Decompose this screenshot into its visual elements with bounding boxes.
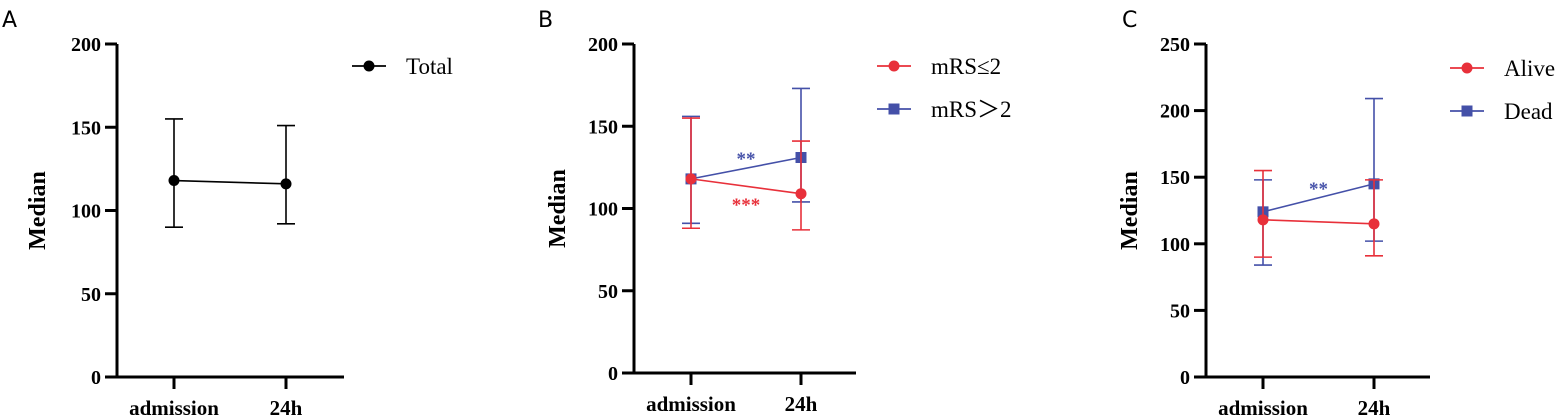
y-tick-label: 200 [588,34,618,56]
y-tick-label: 50 [81,284,101,306]
y-tick-label: 200 [1160,101,1190,123]
legend-marker [888,103,900,115]
legend-entry: mRS≤2 [877,54,1001,79]
series-line [1262,183,1375,213]
y-axis-label: Median [545,169,571,248]
legend-marker [1461,62,1473,74]
y-tick-label: 0 [91,367,101,389]
series-mRS≤2 [682,117,810,231]
data-point [168,175,180,187]
x-tick-label: admission [1218,396,1308,418]
panel-c: C 0 50 100 150 200 250 admission 24h Median ** Aliv… [1117,8,1555,418]
data-point [1368,218,1380,230]
panel-letter: C [1122,8,1137,33]
x-tick-label: 24h [785,392,818,416]
x-tick-label: admission [129,396,219,418]
series-line [690,156,802,180]
y-tick-label: 150 [588,116,618,138]
legend-marker [888,60,900,72]
series-Total [165,118,295,228]
series-line [1262,219,1375,225]
y-tick-label: 50 [1170,300,1190,322]
legend-entry: Total [352,54,453,79]
legend-label: Dead [1504,99,1553,124]
significance-annotation: ** [737,149,756,170]
y-tick-label: 100 [71,201,101,223]
legend-entry: Dead [1450,99,1553,124]
y-tick-label: 0 [1180,367,1190,389]
legend-label: Total [406,54,453,79]
y-axis-label: Median [1117,171,1143,250]
x-tick-label: 24h [270,396,303,418]
data-point [795,188,807,200]
series-line [690,178,802,195]
y-tick-label: 150 [1160,167,1190,189]
panel-a: A 0 50 100 150 200 admission 24h Median Total [2,8,453,418]
legend-entry: Alive [1450,56,1555,81]
significance-annotation: ** [1309,179,1328,200]
panel-letter: A [2,8,17,33]
significance-annotation: *** [732,195,761,216]
y-tick-label: 50 [598,281,618,303]
legend-marker [1461,105,1473,117]
y-tick-label: 100 [1160,234,1190,256]
y-tick-label: 200 [71,34,101,56]
x-tick-label: admission [646,392,736,416]
panel-letter: B [538,8,553,33]
legend-entry: mRS＞2 [877,97,1012,122]
data-point [1257,214,1269,226]
series-Alive [1254,169,1383,258]
y-tick-label: 100 [588,199,618,221]
data-point [280,178,292,190]
legend-marker [363,60,375,72]
y-tick-label: 250 [1160,34,1190,56]
x-tick-label: 24h [1358,396,1391,418]
legend-label: mRS＞2 [931,97,1012,122]
data-point [685,173,697,185]
legend-label: Alive [1504,56,1555,81]
y-tick-label: 0 [608,363,618,385]
series-line [173,179,287,185]
y-axis-label: Median [25,171,51,250]
legend-label: mRS≤2 [931,54,1001,79]
y-tick-label: 150 [71,117,101,139]
